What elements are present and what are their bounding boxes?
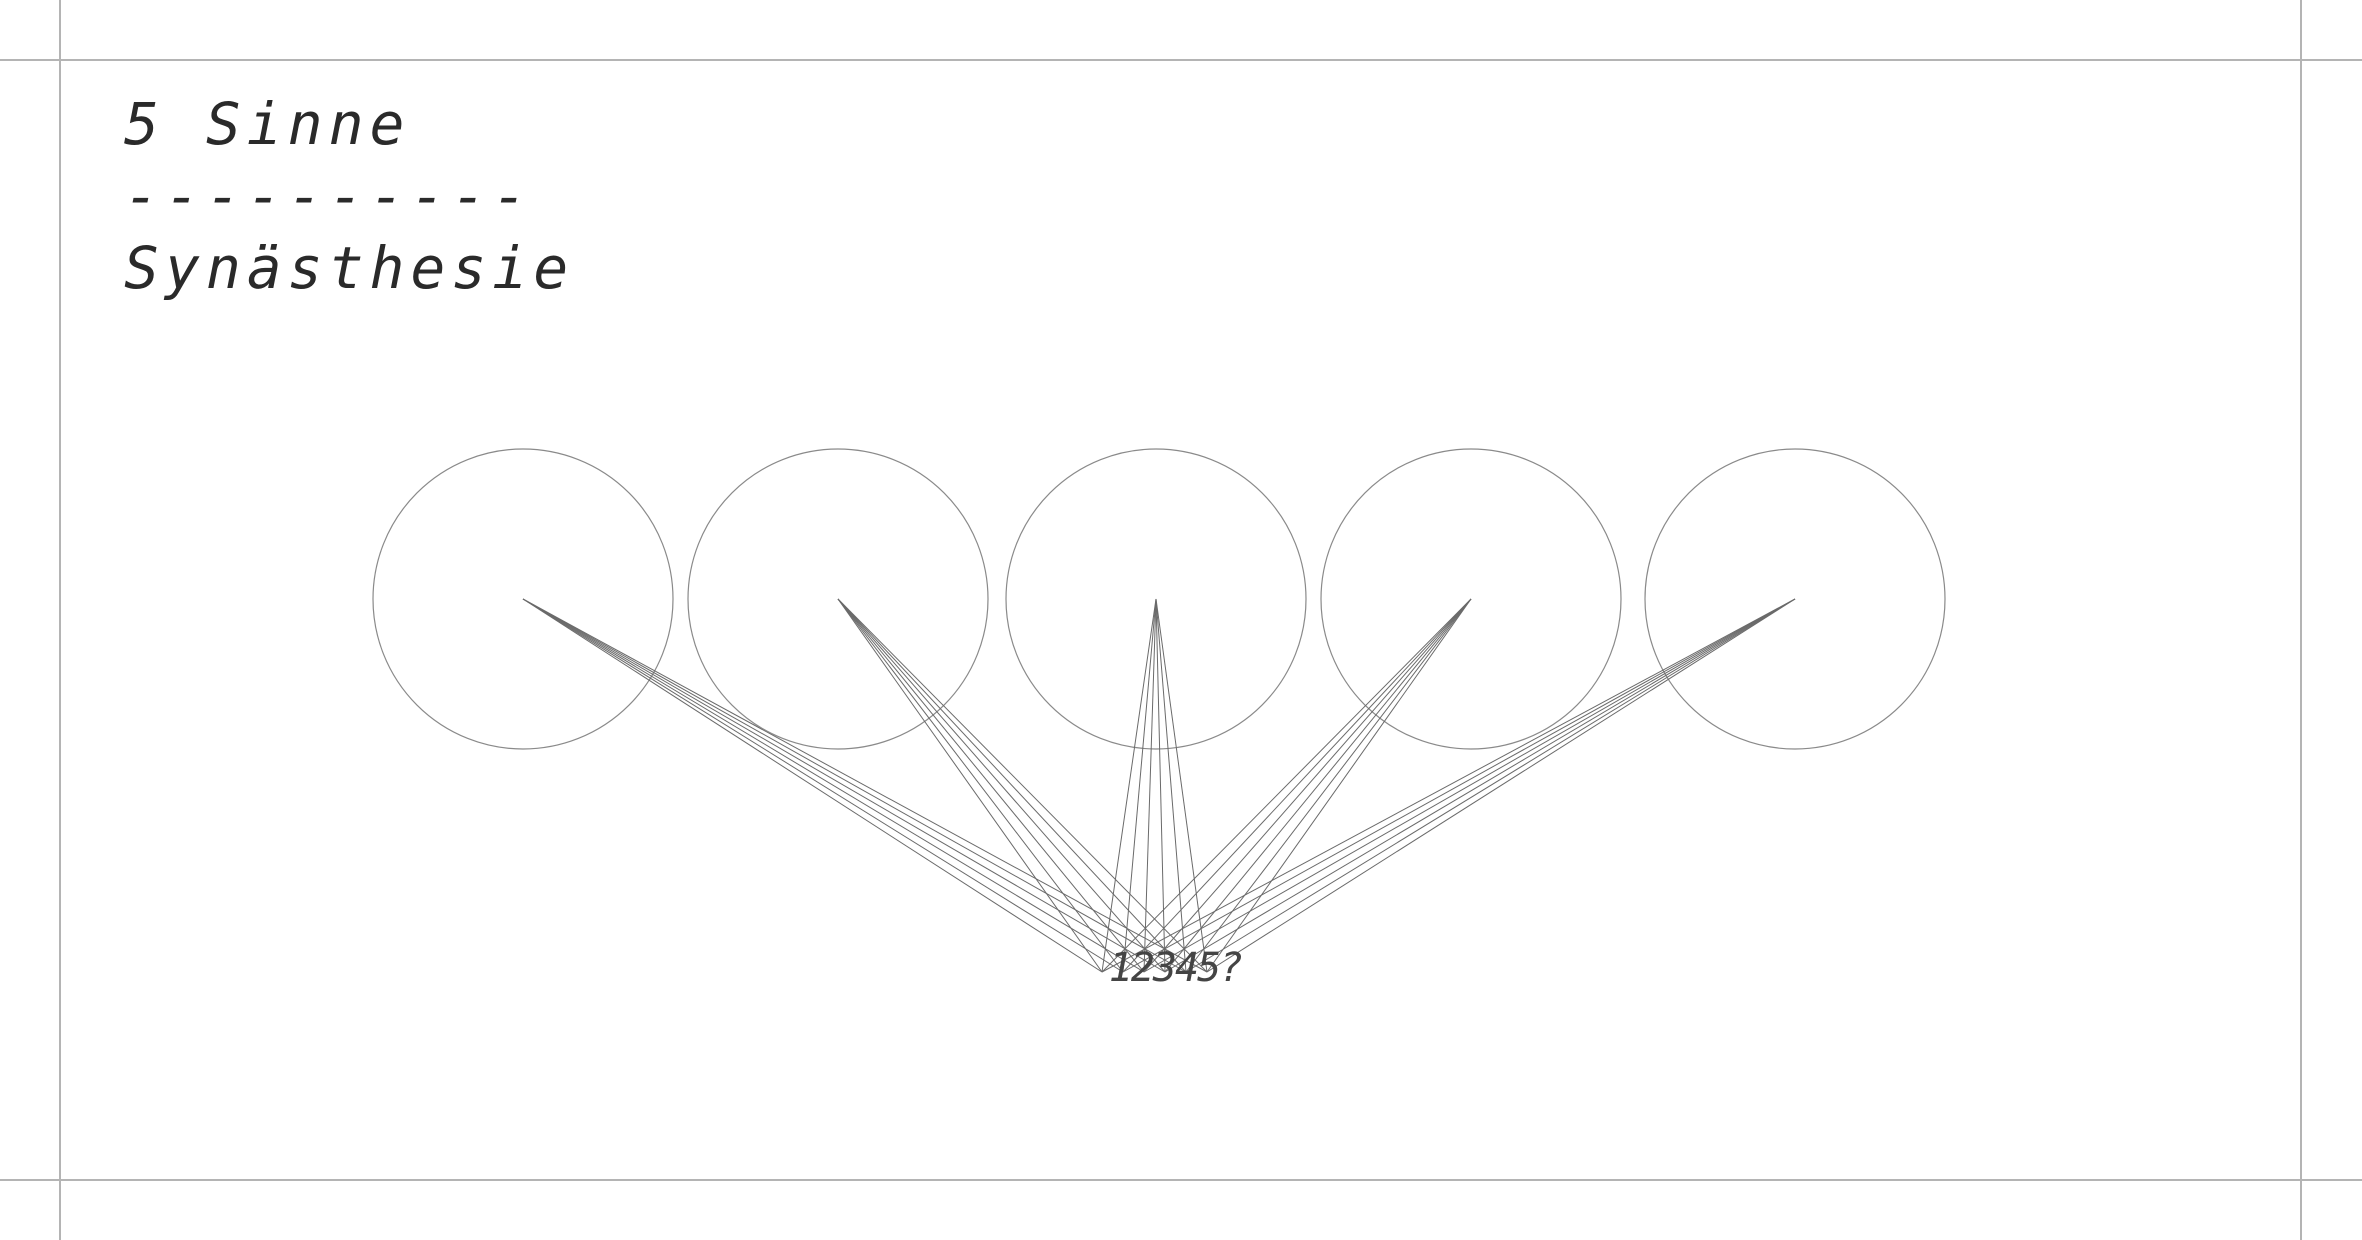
connection-line-2-4 (837, 598, 1166, 973)
connection-line-1-5 (522, 598, 1187, 973)
frame-line-bottom (0, 1179, 2362, 1181)
title-block: 5 Sinne ---------- Synästhesie (124, 88, 574, 304)
connection-line-1-4 (522, 598, 1166, 973)
connection-line-5-4 (1164, 598, 1796, 973)
frame-line-left (59, 0, 61, 1240)
separator: ---------- (124, 162, 534, 230)
connection-line-3-1 (1101, 598, 1157, 973)
sense-circle-2 (687, 448, 989, 750)
connection-line-5-6 (1206, 598, 1796, 973)
connection-line-1-6 (522, 598, 1208, 973)
connection-line-5-5 (1185, 598, 1796, 973)
connection-line-1-1 (522, 598, 1103, 973)
connection-line-5-2 (1122, 598, 1796, 973)
sense-circle-3 (1005, 448, 1307, 750)
connection-line-4-6 (1206, 598, 1472, 973)
connection-line-2-5 (837, 598, 1187, 973)
connection-line-4-1 (1101, 598, 1472, 973)
frame-line-right (2300, 0, 2302, 1240)
title: 5 Sinne (124, 90, 411, 158)
connection-line-1-3 (522, 598, 1145, 973)
connection-line-4-5 (1185, 598, 1472, 973)
connection-line-3-3 (1143, 598, 1157, 973)
connection-line-2-3 (837, 598, 1145, 973)
connection-line-4-2 (1122, 598, 1472, 973)
sense-circle-4 (1320, 448, 1622, 750)
sense-circle-1 (372, 448, 674, 750)
connection-line-3-2 (1122, 598, 1157, 973)
connection-line-2-1 (837, 598, 1103, 973)
frame-line-top (0, 59, 2362, 61)
connection-line-2-6 (837, 598, 1208, 973)
connection-line-5-3 (1143, 598, 1796, 973)
connection-line-1-2 (522, 598, 1124, 973)
connection-line-4-3 (1143, 598, 1472, 973)
subtitle: Synästhesie (124, 234, 575, 302)
connection-line-5-1 (1101, 598, 1796, 973)
connection-line-4-4 (1164, 598, 1472, 973)
bottom-label: 12345? (1108, 945, 1244, 991)
connection-line-2-2 (837, 598, 1124, 973)
sense-circle-5 (1644, 448, 1946, 750)
